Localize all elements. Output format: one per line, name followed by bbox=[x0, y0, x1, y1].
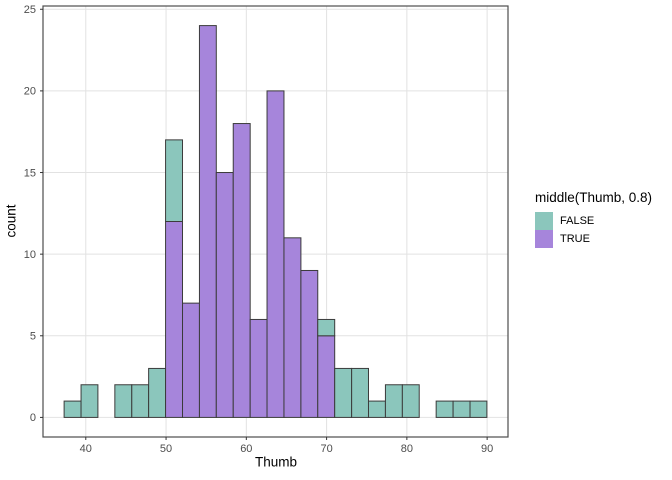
legend-item-false: FALSE bbox=[535, 212, 652, 230]
histogram-bar-false bbox=[131, 384, 150, 418]
histogram-bar-false bbox=[367, 400, 386, 418]
y-tick-label: 20 bbox=[24, 86, 36, 98]
histogram-bar-true bbox=[198, 25, 217, 418]
y-tick-label: 15 bbox=[24, 167, 36, 179]
y-tick-label: 0 bbox=[30, 412, 36, 424]
histogram-bar-false bbox=[401, 384, 420, 418]
histogram-bar-true bbox=[249, 318, 268, 418]
histogram-bar-false bbox=[452, 400, 471, 418]
x-tick-label: 80 bbox=[401, 443, 413, 455]
histogram-bar-false bbox=[63, 400, 82, 418]
histogram-bar-true bbox=[182, 302, 200, 418]
histogram-bar-false bbox=[114, 384, 133, 418]
legend-label-true: TRUE bbox=[560, 233, 590, 245]
legend: middle(Thumb, 0.8) FALSE TRUE bbox=[535, 190, 652, 248]
histogram-bar-true bbox=[283, 237, 302, 418]
y-tick-label: 5 bbox=[30, 331, 36, 343]
histogram-bar-false bbox=[317, 318, 336, 337]
histogram-bar-false bbox=[351, 367, 369, 418]
histogram-bar-false bbox=[148, 367, 167, 418]
histogram-bar-true bbox=[266, 90, 285, 418]
histogram-bar-true bbox=[165, 221, 184, 418]
x-tick-label: 60 bbox=[240, 443, 252, 455]
x-tick-label: 90 bbox=[481, 443, 493, 455]
x-axis-title: Thumb bbox=[254, 454, 298, 470]
histogram-bar-true bbox=[215, 172, 234, 418]
panel-border bbox=[42, 5, 509, 438]
y-axis-title: count bbox=[3, 204, 19, 238]
histogram-bar-false bbox=[165, 139, 184, 222]
histogram-bar-false bbox=[384, 384, 403, 418]
y-tick-label: 25 bbox=[24, 4, 36, 16]
x-tick-label: 50 bbox=[160, 443, 172, 455]
histogram-bar-false bbox=[469, 400, 488, 418]
x-tick-label: 40 bbox=[80, 443, 92, 455]
x-tick-label: 70 bbox=[320, 443, 332, 455]
histogram-bar-false bbox=[80, 384, 99, 418]
legend-key-false-swatch bbox=[535, 212, 553, 230]
legend-title: middle(Thumb, 0.8) bbox=[535, 190, 653, 205]
legend-item-true: TRUE bbox=[535, 230, 652, 248]
histogram-bar-false bbox=[334, 367, 353, 418]
histogram-bar-true bbox=[300, 269, 319, 418]
histogram-bar-true bbox=[232, 123, 251, 418]
legend-key-true-swatch bbox=[535, 230, 553, 248]
y-tick-label: 10 bbox=[24, 249, 36, 261]
histogram-bar-false bbox=[435, 400, 454, 418]
histogram-bar-true bbox=[317, 335, 336, 418]
legend-label-false: FALSE bbox=[560, 215, 595, 227]
